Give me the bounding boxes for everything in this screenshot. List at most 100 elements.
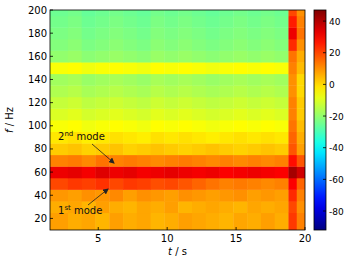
heatmap-cell bbox=[297, 178, 305, 190]
y-tick-label: 200 bbox=[28, 5, 47, 16]
heatmap-cell bbox=[233, 85, 247, 97]
heatmap-cell bbox=[82, 39, 96, 51]
heatmap-cell bbox=[288, 166, 297, 178]
heatmap-cell bbox=[233, 143, 247, 155]
heatmap-cell bbox=[192, 51, 206, 63]
heatmap-cell bbox=[50, 39, 68, 51]
heatmap-cell bbox=[261, 27, 275, 39]
heatmap-cell bbox=[151, 10, 165, 16]
heatmap-cell bbox=[192, 143, 206, 155]
heatmap-cell bbox=[275, 16, 289, 28]
x-tick-label: 10 bbox=[161, 233, 174, 244]
heatmap-cell bbox=[275, 189, 289, 201]
heatmap-cell bbox=[261, 39, 275, 51]
chart: 510152020406080100120140160180200t / sf … bbox=[0, 0, 350, 258]
heatmap-cell bbox=[95, 85, 109, 97]
heatmap-cell bbox=[151, 189, 165, 201]
heatmap-cell bbox=[151, 166, 165, 178]
heatmap-cell bbox=[137, 97, 151, 109]
heatmap-cell bbox=[123, 10, 137, 16]
heatmap-cell bbox=[109, 132, 123, 144]
heatmap-cell bbox=[247, 108, 261, 120]
heatmap-cell bbox=[220, 108, 234, 120]
heatmap-cell bbox=[220, 143, 234, 155]
heatmap-cell bbox=[288, 155, 297, 167]
heatmap-cell bbox=[50, 178, 68, 190]
heatmap-cell bbox=[178, 132, 192, 144]
heatmap-cell bbox=[297, 39, 305, 51]
heatmap-cell bbox=[275, 143, 289, 155]
heatmap-cell bbox=[95, 27, 109, 39]
heatmap-cell bbox=[275, 132, 289, 144]
heatmap-cell bbox=[192, 213, 206, 230]
heatmap-cell bbox=[247, 27, 261, 39]
heatmap-cell bbox=[82, 178, 96, 190]
y-tick bbox=[50, 102, 53, 103]
heatmap-cell bbox=[178, 74, 192, 86]
x-tick bbox=[167, 227, 168, 230]
heatmap-cell bbox=[288, 143, 297, 155]
heatmap-cell bbox=[123, 108, 137, 120]
heatmap-cell bbox=[137, 39, 151, 51]
heatmap-cell bbox=[95, 178, 109, 190]
heatmap-cell bbox=[220, 16, 234, 28]
x-tick bbox=[98, 227, 99, 230]
heatmap-cell bbox=[261, 74, 275, 86]
heatmap-cell bbox=[247, 51, 261, 63]
heatmap-cell bbox=[178, 27, 192, 39]
heatmap-cell bbox=[123, 201, 137, 213]
heatmap-cell bbox=[261, 189, 275, 201]
heatmap-cell bbox=[297, 85, 305, 97]
heatmap-cell bbox=[220, 155, 234, 167]
heatmap-cell bbox=[247, 189, 261, 201]
heatmap-cell bbox=[192, 132, 206, 144]
heatmap-cell bbox=[95, 108, 109, 120]
heatmap-cell bbox=[275, 108, 289, 120]
heatmap-cell bbox=[95, 74, 109, 86]
heatmap-cell bbox=[297, 51, 305, 63]
heatmap-cell bbox=[109, 62, 123, 74]
heatmap-cell bbox=[164, 155, 178, 167]
heatmap-cell bbox=[95, 16, 109, 28]
heatmap-cell bbox=[164, 10, 178, 16]
heatmap-cell bbox=[247, 213, 261, 230]
heatmap-cell bbox=[82, 27, 96, 39]
heatmap-cell bbox=[261, 16, 275, 28]
x-tick-label: 5 bbox=[95, 233, 101, 244]
heatmap-cell bbox=[68, 189, 82, 201]
heatmap-cell bbox=[178, 213, 192, 230]
y-tick-label: 60 bbox=[34, 167, 47, 178]
colorbar-tick-label: 40 bbox=[329, 17, 341, 27]
heatmap-cell bbox=[288, 51, 297, 63]
heatmap-cell bbox=[288, 39, 297, 51]
heatmap-cell bbox=[123, 97, 137, 109]
heatmap-cell bbox=[247, 166, 261, 178]
heatmap-cell bbox=[123, 62, 137, 74]
heatmap-cell bbox=[206, 201, 220, 213]
heatmap-cell bbox=[220, 85, 234, 97]
heatmap-cell bbox=[288, 178, 297, 190]
heatmap-cell bbox=[164, 97, 178, 109]
colorbar-tick-label: 20 bbox=[329, 48, 341, 58]
heatmap-cell bbox=[275, 85, 289, 97]
heatmap-cell bbox=[82, 74, 96, 86]
heatmap-cell bbox=[164, 39, 178, 51]
heatmap-cell bbox=[247, 85, 261, 97]
y-tick-label: 140 bbox=[28, 74, 47, 85]
heatmap-cell bbox=[233, 108, 247, 120]
heatmap-cell bbox=[220, 201, 234, 213]
heatmap-cell bbox=[261, 201, 275, 213]
heatmap-cell bbox=[178, 143, 192, 155]
colorbar-tick-label: 0 bbox=[329, 80, 335, 90]
heatmap-cell bbox=[220, 166, 234, 178]
heatmap-cell bbox=[164, 166, 178, 178]
heatmap-cell bbox=[288, 27, 297, 39]
heatmap-cell bbox=[68, 27, 82, 39]
heatmap-cell bbox=[220, 74, 234, 86]
heatmap-cell bbox=[95, 62, 109, 74]
heatmap-cell bbox=[164, 143, 178, 155]
heatmap-cell bbox=[123, 85, 137, 97]
heatmap-cell bbox=[288, 120, 297, 132]
heatmap-cell bbox=[137, 166, 151, 178]
heatmap-cell bbox=[206, 108, 220, 120]
